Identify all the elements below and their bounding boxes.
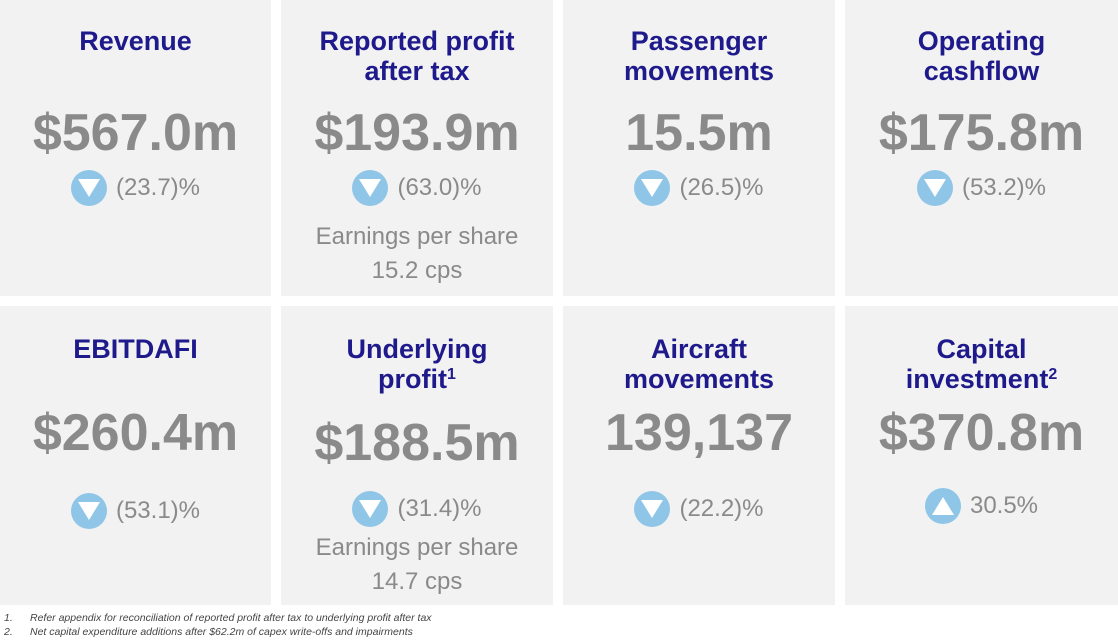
eps-label: Earnings per share (315, 534, 519, 561)
footnote-marker: 2 (1048, 366, 1058, 383)
kpi-value: $175.8m (878, 104, 1085, 162)
footnote-1: 1. Refer appendix for reconciliation of … (4, 611, 432, 625)
kpi-tile-passenger-movements: Passenger movements 15.5m (26.5)% (563, 0, 835, 296)
kpi-change: (63.0)% (281, 170, 553, 206)
kpi-value: $370.8m (878, 404, 1085, 462)
kpi-change-value: (22.2)% (679, 495, 764, 522)
kpi-tile-reported-profit: Reported profit after tax $193.9m (63.0)%… (281, 0, 553, 296)
kpi-title: Capital investment2 (905, 334, 1058, 394)
kpi-change-value: (31.4)% (397, 495, 482, 522)
eps-value: 14.7 cps (371, 568, 463, 595)
footnote-number: 2. (4, 626, 13, 638)
kpi-value: 15.5m (625, 104, 773, 162)
triangle-down-icon (70, 170, 107, 206)
triangle-down-icon (70, 493, 107, 529)
kpi-change: (53.2)% (845, 170, 1118, 206)
footnotes: 1. Refer appendix for reconciliation of … (4, 611, 432, 639)
kpi-change: (53.1)% (0, 493, 271, 529)
kpi-change: (22.2)% (563, 491, 835, 527)
kpi-change-value: (63.0)% (397, 174, 482, 201)
footnote-2: 2. Net capital expenditure additions aft… (4, 625, 432, 639)
footnote-number: 1. (4, 612, 13, 624)
kpi-value: $193.9m (314, 104, 520, 162)
kpi-tile-revenue: Revenue $567.0m (23.7)% (0, 0, 271, 296)
kpi-tile-ebitdafi: EBITDAFI $260.4m (53.1)% (0, 306, 271, 605)
triangle-down-icon (634, 170, 671, 206)
footnote-text: Net capital expenditure additions after … (30, 626, 413, 638)
kpi-title: Aircraft movements (623, 334, 775, 394)
kpi-change: (31.4)% (281, 491, 553, 527)
triangle-down-icon (916, 170, 953, 206)
triangle-down-icon (352, 491, 389, 527)
kpi-change: (26.5)% (563, 170, 835, 206)
kpi-value: $188.5m (314, 414, 520, 472)
kpi-tile-aircraft-movements: Aircraft movements 139,137 (22.2)% (563, 306, 835, 605)
kpi-tile-underlying-profit: Underlying profit1 $188.5m (31.4)% Earnin… (281, 306, 553, 605)
kpi-change-value: (53.1)% (115, 497, 201, 524)
kpi-title: Operating cashflow (917, 26, 1046, 86)
kpi-title: EBITDAFI (73, 334, 198, 364)
kpi-change-value: 30.5% (969, 492, 1039, 519)
kpi-title: Underlying profit1 (346, 334, 488, 394)
kpi-title: Revenue (79, 26, 192, 56)
kpi-tile-operating-cashflow: Operating cashflow $175.8m (53.2)% (845, 0, 1118, 296)
kpi-change: 30.5% (845, 488, 1118, 524)
eps-value: 15.2 cps (371, 257, 463, 284)
footnote-marker: 1 (447, 366, 456, 383)
kpi-change-value: (53.2)% (961, 174, 1047, 201)
kpi-tile-capital-investment: Capital investment2 $370.8m 30.5% (845, 306, 1118, 605)
kpi-value: 139,137 (605, 404, 793, 462)
kpi-title: Reported profit after tax (319, 26, 515, 86)
kpi-title: Passenger movements (623, 26, 775, 86)
triangle-down-icon (352, 170, 389, 206)
kpi-change-value: (26.5)% (679, 174, 764, 201)
kpi-change: (23.7)% (0, 170, 271, 206)
footnote-text: Refer appendix for reconciliation of rep… (30, 612, 432, 624)
eps-label: Earnings per share (315, 223, 519, 250)
kpi-change-value: (23.7)% (115, 174, 201, 201)
kpi-value: $567.0m (32, 104, 239, 162)
kpi-value: $260.4m (32, 404, 239, 462)
triangle-up-icon (924, 488, 961, 524)
triangle-down-icon (634, 491, 671, 527)
